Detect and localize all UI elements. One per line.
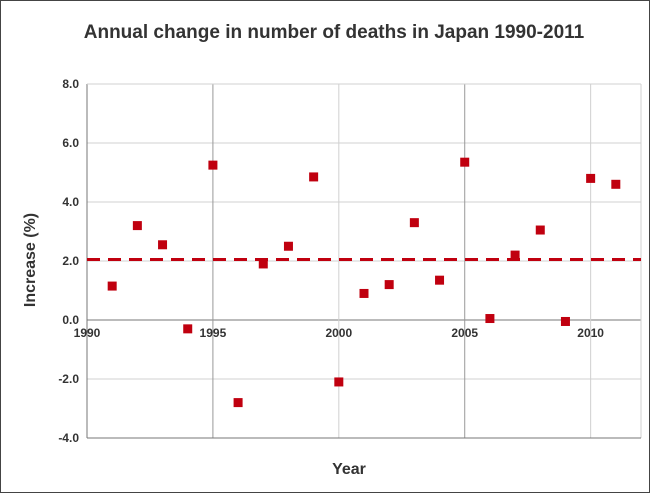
data-point [535,225,545,235]
data-point [611,179,621,189]
y-tick-label: 4.0 [62,195,79,209]
data-point [309,172,319,182]
data-point [485,314,495,324]
y-tick-label: 8.0 [62,77,79,91]
data-point [359,288,369,298]
data-point [258,259,268,269]
y-tick-label: 2.0 [62,254,79,268]
data-point [384,280,394,290]
data-point [334,377,344,387]
y-tick-label: 0.0 [62,313,79,327]
data-point [208,160,218,170]
x-tick-label: 2010 [577,326,604,340]
data-point [132,221,142,231]
x-tick-label: 1995 [200,326,227,340]
x-tick-label: 1990 [74,326,101,340]
data-point [283,241,293,251]
data-point [560,316,570,326]
data-point [158,240,168,250]
chart-title: Annual change in number of deaths in Jap… [84,22,585,43]
y-tick-label: 6.0 [62,136,79,150]
y-tick-label: -4.0 [58,431,79,445]
y-axis-title: Increase (%) [22,213,39,307]
data-point [460,157,470,167]
data-point [183,324,193,334]
x-tick-label: 2000 [325,326,352,340]
tick-labels: -4.0 -2.0 0.0 2.0 4.0 6.0 8.0 1990 1995 2000 2005 2… [58,77,604,445]
y-tick-label: -2.0 [58,372,79,386]
data-point [107,281,117,291]
data-point [409,218,419,228]
data-point [510,250,520,260]
x-tick-label: 2005 [451,326,478,340]
data-point [586,173,596,183]
data-point [435,275,445,285]
data-point [233,398,243,408]
data-points [107,157,621,408]
x-axis-title: Year [332,461,366,478]
